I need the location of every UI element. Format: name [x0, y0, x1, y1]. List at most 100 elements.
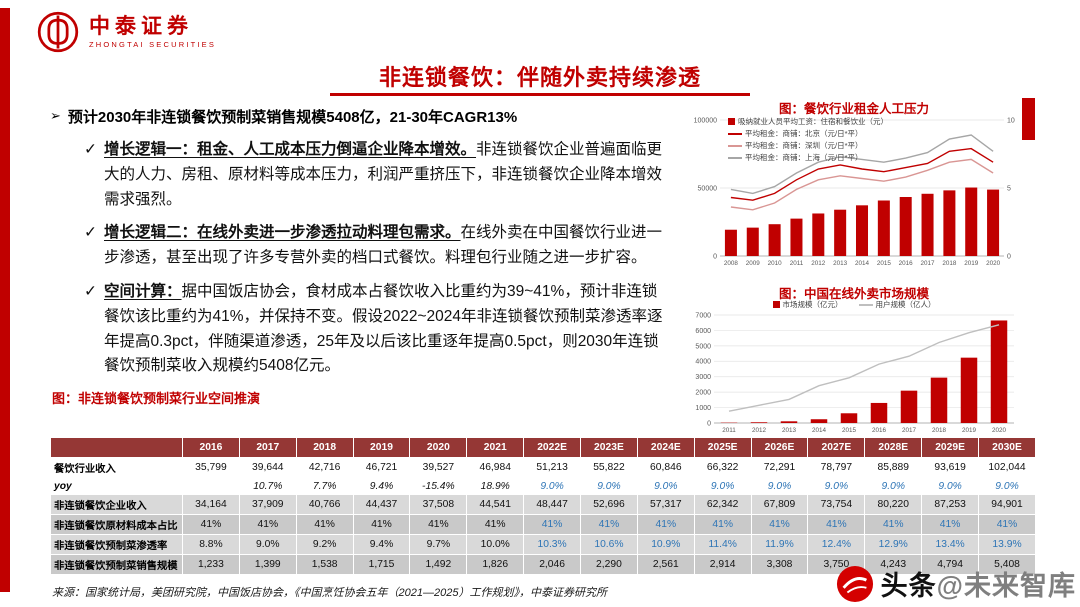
- table-cell: 46,984: [466, 457, 525, 478]
- table-cell: 37,508: [409, 494, 468, 515]
- legend-swatch-icon: [728, 144, 742, 147]
- chart-block-takeout: 图：中国在线外卖市场规模 0 1000 2000 3000 4000 5000 6000 70…: [678, 283, 1030, 442]
- table-cell: 1,399: [238, 554, 297, 575]
- table-cell: 34,164: [182, 494, 240, 515]
- point-body: 据中国饭店协会，食材成本占餐饮收入比重约为39~41%，预计非连锁餐饮该比重约为…: [104, 282, 663, 375]
- table-cell: 41%: [523, 514, 582, 535]
- table-column-header: 2019: [352, 437, 411, 458]
- left-axis-tick: 4000: [695, 359, 711, 366]
- takeout-chart-svg: 0 1000 2000 3000 4000 5000 6000 7000 2011 2012 201…: [695, 312, 1014, 434]
- point-body: 非连锁餐饮企业普遍面临更大的人力、房租、原材料等成本压力，利润严重挤压下，非连锁…: [104, 141, 663, 208]
- line-series: [730, 134, 994, 195]
- table-column-header: 2020: [409, 437, 468, 458]
- table-row: yoy 10.7% 7.7% 9.4% -15.4% 18.9% 9.0% 9.0% 9.0% 9…: [50, 477, 1036, 495]
- bar: [790, 218, 803, 256]
- table-row-label: yoy: [50, 477, 183, 495]
- table-cell: 41%: [466, 514, 525, 535]
- watermark-logo-icon: [836, 565, 873, 602]
- table-row: 非连锁餐饮预制菜销售规模 1,233 1,399 1,538 1,715 1,492 1,8…: [50, 554, 1036, 575]
- table-cell: 2,561: [636, 554, 695, 575]
- legend-item: 平均租金：商铺：北京（元/日*平）: [728, 128, 888, 139]
- table-cell: 41%: [750, 514, 809, 535]
- table-cell: 9.7%: [409, 534, 468, 555]
- table-cell: 9.4%: [352, 477, 411, 495]
- bar: [812, 213, 825, 256]
- line-series: [730, 147, 994, 201]
- table-row-label: 非连锁餐饮原材料成本占比: [50, 514, 183, 535]
- left-axis-tick: 7000: [695, 312, 711, 319]
- point-body: 在线外卖在中国餐饮行业进一步渗透，甚至出现了许多专营外卖的档口式餐饮。料理包行业…: [104, 224, 663, 267]
- table-cell: 35,799: [182, 457, 240, 478]
- legend-swatch-icon: [728, 118, 735, 125]
- table-cell: 37,909: [238, 494, 297, 515]
- x-axis-label: 2019: [964, 260, 979, 267]
- table-column-header: 2022E: [523, 437, 582, 458]
- x-axis-label: 2011: [722, 427, 736, 434]
- left-axis-tick: 100000: [694, 117, 717, 124]
- table-cell: 9.0%: [636, 477, 695, 495]
- table-cell: 5,408: [978, 554, 1036, 575]
- bar: [834, 209, 847, 256]
- point-text: 空间计算：据中国饭店协会，食材成本占餐饮收入比重约为39~41%，预计非连锁餐饮…: [104, 280, 666, 379]
- x-axis-label: 2017: [921, 260, 936, 267]
- x-axis-label: 2014: [855, 260, 870, 267]
- x-axis-label: 2014: [812, 427, 827, 434]
- table-cell: 41%: [580, 514, 638, 535]
- table-column-header: 2024E: [636, 437, 695, 458]
- table-cell: 13.4%: [921, 534, 980, 555]
- table-row-label: 餐饮行业收入: [50, 457, 183, 478]
- table-cell: 39,527: [409, 457, 468, 478]
- table-cell: 7.7%: [295, 477, 354, 495]
- right-axis-tick: 0: [1007, 253, 1011, 260]
- table-cell: 9.0%: [807, 477, 866, 495]
- chart-block-rent-labor: 图：餐饮行业租金人工压力 0 50000 100000 0 5 10 2008 2009 201…: [678, 98, 1030, 277]
- legend-item: 吸纳就业人员平均工资：住宿和餐饮业（元）: [728, 116, 888, 127]
- table-cell: 39,644: [238, 457, 297, 478]
- legend-label: 平均租金：商铺：上海（元/日*平）: [745, 153, 863, 162]
- page-title: 非连锁餐饮：伴随外卖持续渗透: [378, 65, 701, 90]
- watermark-handle: @未来智库: [936, 571, 1076, 601]
- table-cell: 66,322: [693, 457, 752, 478]
- table-cell: 41%: [409, 514, 468, 535]
- table-cell: 9.4%: [352, 534, 411, 555]
- left-axis-tick: 1000: [695, 405, 711, 412]
- chart-wrap-takeout: 0 1000 2000 3000 4000 5000 6000 7000 2011 2012 201…: [678, 299, 1030, 442]
- table-cell: 93,619: [921, 457, 980, 478]
- table-cell: 41%: [693, 514, 752, 535]
- table-cell: 41%: [238, 514, 297, 535]
- watermark-text: 头条@未来智库: [881, 564, 1076, 603]
- table-cell: 41%: [636, 514, 695, 535]
- table-column-header: 2027E: [807, 437, 866, 458]
- projection-table-zone: 2016 2017 2018 2019 2020 2021 2022E 2023E 2024E 2…: [50, 437, 1036, 575]
- table-column-header: 2025E: [693, 437, 752, 458]
- table-cell: 46,721: [352, 457, 411, 478]
- legend-label: 吸纳就业人员平均工资：住宿和餐饮业（元）: [738, 117, 888, 126]
- table-cell: 10.0%: [466, 534, 525, 555]
- left-axis-tick: 5000: [695, 343, 711, 350]
- table-cell: 1,826: [466, 554, 525, 575]
- table-cell: 2,046: [523, 554, 582, 575]
- bar: [870, 402, 888, 423]
- table-cell: 78,797: [807, 457, 866, 478]
- bar: [855, 205, 869, 256]
- table-column-header: 2023E: [580, 437, 638, 458]
- table-corner-cell: [50, 437, 183, 458]
- bar: [987, 189, 1000, 256]
- table-cell: 8.8%: [182, 534, 240, 555]
- source-note: 来源：国家统计局，美团研究院，中国饭店协会，《中国烹饪协会五年（2021—202…: [52, 587, 607, 599]
- x-axis-label: 2018: [932, 427, 947, 434]
- chart-legend-rent-labor: 吸纳就业人员平均工资：住宿和餐饮业（元） 平均租金：商铺：北京（元/日*平） 平均租…: [728, 116, 888, 163]
- table-cell: 2,914: [693, 554, 752, 575]
- left-axis-tick: 2000: [695, 390, 711, 397]
- line-series: [728, 324, 1000, 412]
- table-cell: 60,846: [636, 457, 695, 478]
- left-axis-tick: 0: [713, 253, 717, 260]
- table-cell: 40,766: [295, 494, 354, 515]
- table-cell: 9.0%: [864, 477, 923, 495]
- table-cell: 51,213: [523, 457, 582, 478]
- table-cell: 41%: [864, 514, 923, 535]
- table-cell: 67,809: [750, 494, 809, 515]
- brand-name-en: ZHONGTAI SECURITIES: [89, 40, 217, 50]
- table-cell: 44,437: [352, 494, 411, 515]
- legend-item: 平均租金：商铺：上海（元/日*平）: [728, 152, 888, 163]
